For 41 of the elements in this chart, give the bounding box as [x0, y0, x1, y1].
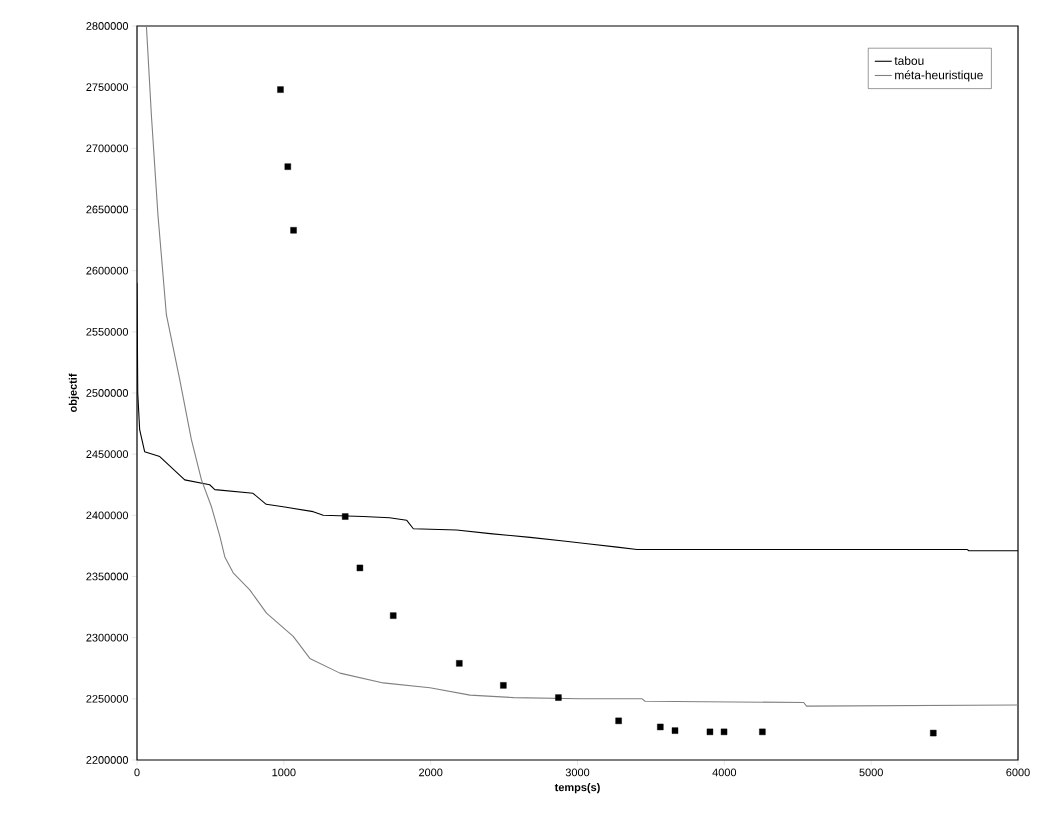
y-tick-label: 2450000 [86, 450, 129, 459]
x-tick-label: 5000 [859, 768, 883, 777]
point [555, 694, 562, 701]
line-series [145, 25, 1019, 707]
x-axis-title: temps(s) [554, 783, 600, 794]
y-tick-label: 2550000 [86, 327, 129, 336]
x-tick-label: 4000 [712, 768, 737, 777]
x-tick-label: 0 [134, 768, 140, 777]
point [356, 564, 364, 572]
point [720, 728, 728, 736]
legend-label: méta-heuristique [895, 70, 983, 82]
point [342, 513, 349, 520]
y-tick-label: 2600000 [86, 266, 129, 275]
y-tick-label: 2700000 [86, 144, 129, 153]
y-tick-label: 2250000 [86, 694, 129, 703]
y-tick-label: 2750000 [86, 83, 129, 92]
x-tick-label: 3000 [565, 768, 590, 777]
y-tick-label: 2800000 [86, 22, 129, 30]
point [456, 660, 463, 667]
point [290, 227, 297, 234]
x-tick-label: 6000 [1006, 768, 1030, 777]
point [657, 723, 664, 731]
y-tick-label: 2650000 [86, 205, 129, 214]
point [277, 86, 284, 93]
y-tick-label: 2300000 [86, 633, 129, 642]
point [615, 717, 622, 725]
point [671, 727, 679, 734]
point [706, 728, 714, 736]
y-tick-label: 2500000 [86, 389, 129, 397]
y-tick-label: 2200000 [86, 756, 129, 764]
point [930, 729, 937, 737]
point [390, 612, 397, 619]
y-tick-label: 2400000 [86, 511, 129, 520]
legend-label: tabou [894, 56, 924, 65]
point [759, 728, 766, 736]
y-axis-title: objectif [68, 373, 79, 413]
point [284, 163, 292, 170]
x-tick-label: 1000 [272, 768, 296, 777]
x-tick-label: 2000 [419, 768, 443, 777]
y-tick-label: 2350000 [86, 572, 129, 581]
point [500, 682, 507, 689]
